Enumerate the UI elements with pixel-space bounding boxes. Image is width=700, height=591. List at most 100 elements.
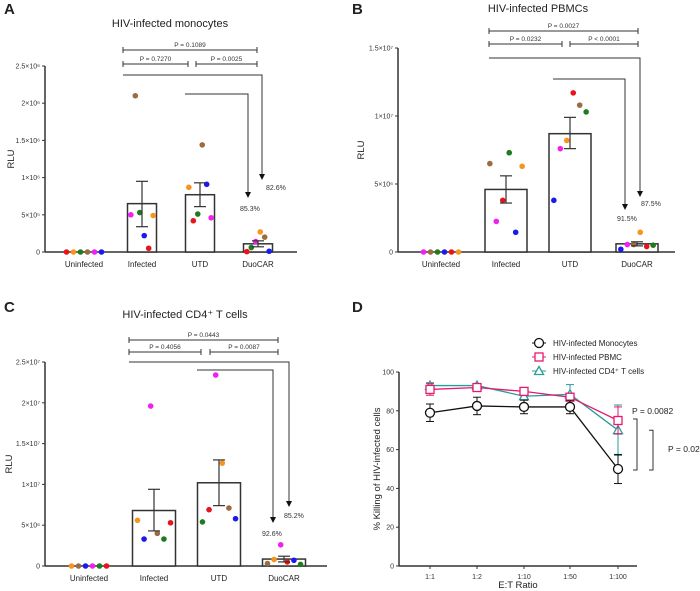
x-tick-label: Uninfected [422,260,460,269]
y-tick-label: 2.5×10⁶ [16,64,41,71]
data-point [103,563,110,569]
data-point [455,249,462,255]
data-point [576,102,583,108]
arrowhead-icon [270,517,276,523]
legend-label: HIV-infected PBMC [553,353,622,362]
x-tick-label: UTD [562,260,579,269]
y-tick-label: 60 [386,447,394,454]
y-tick-label: 0 [389,250,393,257]
data-point [147,403,154,409]
data-point [190,217,197,224]
y-tick-label: 1×10⁷ [22,482,41,489]
arrowhead-icon [259,174,265,180]
comparison-bracket [649,429,654,471]
data-point [570,90,577,96]
data-point [89,563,96,569]
x-tick-label: Infected [492,260,520,269]
data-point [77,249,84,255]
y-tick-label: 100 [382,370,394,377]
data-point [161,536,167,542]
reduction-arrow [553,78,626,205]
data-point [618,246,624,253]
data-point [271,556,277,563]
y-axis-label: RLU [356,140,367,159]
x-axis-label: E:T Ratio [498,580,537,591]
data-point [186,184,192,191]
data-point [506,149,513,156]
data-point [154,530,161,537]
x-tick-label: 1:10 [517,574,531,581]
data-point [257,229,264,235]
data-point [208,214,214,221]
y-axis-label: RLU [6,149,17,168]
y-tick-label: 2×10⁷ [22,400,41,407]
data-point [499,197,506,204]
data-point [425,384,435,395]
panel-a: A HIV-infected monocytes RLU 0 5×10⁵ 1×10⁶ 1.5… [4,1,297,269]
data-point [424,407,436,418]
panel-letter: A [4,1,15,18]
data-point [441,249,448,255]
reduction-arrow [489,57,641,192]
data-point [145,245,152,252]
y-tick-label: 0 [36,564,40,571]
legend-marker-circle [533,337,545,349]
legend-label: HIV-infected Monocytes [553,339,637,348]
y-tick-label: 5×10⁵ [21,212,40,219]
data-point [650,242,656,248]
data-point [199,519,206,525]
comparison-bracket [633,418,638,471]
p-value-label: P = 0.0025 [211,56,243,63]
data-point [564,401,576,413]
y-tick-label: 2×10⁶ [21,101,40,108]
data-point [448,249,455,255]
reduction-label: 85.3% [240,206,260,213]
panel-c: C HIV-infected CD4⁺ T cells RLU 0 5×10⁶ 1×10⁷… [4,299,327,583]
data-point [150,212,156,219]
data-point [427,249,434,255]
data-point [68,563,75,569]
reduction-arrow [197,369,274,518]
y-tick-label: 0 [36,250,40,257]
data-point [613,415,623,426]
arrowhead-icon [286,501,292,507]
y-axis-label: RLU [4,454,15,473]
data-point [70,249,77,255]
arrowhead-icon [622,204,628,210]
data-point [264,560,271,567]
x-tick-label: 1:50 [563,574,577,581]
legend-label: HIV-infected CD4⁺ T cells [553,367,644,376]
data-point [128,212,134,218]
x-tick-label: UTD [211,574,228,583]
data-point [471,400,483,412]
x-tick-label: 1:1 [425,574,435,581]
data-point [420,249,427,255]
data-point [194,211,201,217]
data-point [244,248,250,255]
data-point [261,234,268,240]
p-value-label: P = 0.0443 [188,332,220,339]
arrowhead-icon [637,191,643,197]
panel-b: B HIV-infected PBMCs RLU 0 5×10⁶ 1×10⁷ 1.5×10⁷… [352,1,675,269]
y-tick-label: 1.5×10⁷ [369,46,394,53]
reduction-label: 92.6% [262,531,282,538]
p-value-label: P < 0.0001 [588,36,620,43]
data-point [132,92,139,99]
x-tick-label: Uninfected [70,574,108,583]
y-tick-label: 1.5×10⁷ [16,441,41,448]
reduction-arrow [123,74,263,175]
data-point [637,229,644,236]
data-point [487,160,493,167]
data-point [82,563,89,569]
data-point [512,229,519,236]
p-value-label: P = 0.4056 [149,344,181,351]
data-point [630,241,637,248]
data-point [563,137,570,144]
x-tick-label: DuoCAR [268,574,300,583]
y-axis-label: % Killing of HIV-infected cells [372,407,383,530]
data-point [252,238,259,245]
data-point [557,145,564,152]
data-point [519,163,525,170]
series-line [429,405,619,470]
data-point [199,142,206,148]
